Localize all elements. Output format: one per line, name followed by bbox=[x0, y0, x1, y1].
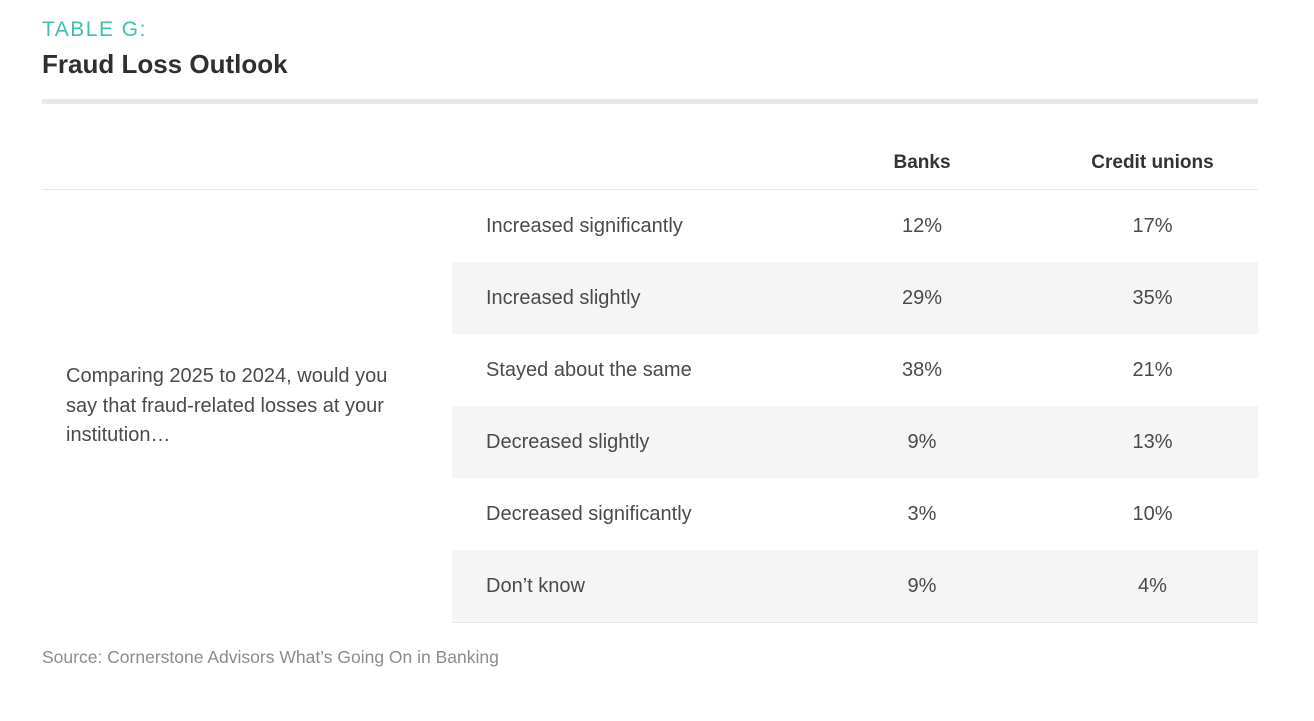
survey-question: Comparing 2025 to 2024, would you say th… bbox=[42, 189, 452, 623]
banks-value: 38% bbox=[901, 358, 943, 381]
table-row: Don’t know 9% 4% bbox=[42, 550, 1258, 623]
table-row: Increased slightly 29% 35% bbox=[42, 262, 1258, 334]
fraud-loss-table: Banks Credit unions Comparing 2025 to 20… bbox=[42, 136, 1258, 623]
header-blank-question bbox=[42, 136, 452, 190]
answer-label: Increased significantly bbox=[486, 214, 683, 237]
answer-label: Increased slightly bbox=[452, 262, 797, 334]
table-header-row: Banks Credit unions bbox=[42, 136, 1258, 190]
header-blank-answer bbox=[452, 136, 797, 190]
credit-unions-value: 35% bbox=[1047, 262, 1258, 334]
table-eyebrow: TABLE G: bbox=[42, 18, 147, 41]
table-row: Decreased slightly 9% 13% bbox=[42, 406, 1258, 478]
banks-value: 12% bbox=[901, 214, 943, 237]
table-title: Fraud Loss Outlook bbox=[42, 49, 288, 79]
banks-value: 9% bbox=[797, 550, 1047, 623]
table-row: Decreased significantly 3% 10% bbox=[42, 478, 1258, 550]
credit-unions-value: 17% bbox=[1132, 214, 1173, 237]
credit-unions-value: 21% bbox=[1132, 358, 1173, 381]
column-header-banks: Banks bbox=[797, 136, 1047, 190]
banks-value: 9% bbox=[797, 406, 1047, 478]
credit-unions-value: 4% bbox=[1047, 550, 1258, 623]
credit-unions-value: 13% bbox=[1047, 406, 1258, 478]
table-row: Stayed about the same 38% 21% bbox=[42, 334, 1258, 406]
banks-value: 3% bbox=[907, 502, 937, 525]
answer-label: Decreased significantly bbox=[486, 502, 692, 525]
credit-unions-value: 10% bbox=[1132, 502, 1173, 525]
title-divider bbox=[42, 99, 1258, 104]
answer-label: Don’t know bbox=[452, 550, 797, 623]
table-row: Comparing 2025 to 2024, would you say th… bbox=[42, 189, 1258, 623]
answer-label: Decreased slightly bbox=[452, 406, 797, 478]
answer-label: Stayed about the same bbox=[486, 358, 692, 381]
column-header-credit-unions: Credit unions bbox=[1047, 136, 1258, 190]
banks-value: 29% bbox=[797, 262, 1047, 334]
source-note: Source: Cornerstone Advisors What’s Goin… bbox=[42, 647, 499, 667]
